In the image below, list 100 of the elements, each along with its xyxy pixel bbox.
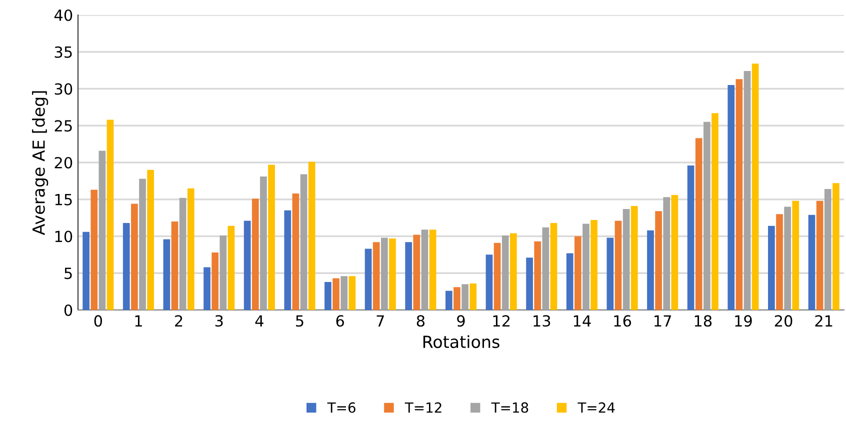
bar xyxy=(131,204,138,310)
bar xyxy=(82,232,90,310)
bar xyxy=(534,241,542,310)
y-tick-label: 5 xyxy=(64,268,72,280)
bar xyxy=(364,248,372,310)
bar xyxy=(340,276,348,310)
y-tick-label: 15 xyxy=(55,194,72,206)
y-tick-label: 25 xyxy=(54,120,72,132)
bar xyxy=(687,165,694,310)
bar xyxy=(736,79,743,310)
bar xyxy=(90,190,98,310)
bar xyxy=(445,290,452,310)
bar xyxy=(284,210,292,310)
bar xyxy=(542,227,550,310)
bar xyxy=(204,267,210,310)
bar xyxy=(502,236,509,310)
bar xyxy=(832,183,840,310)
bar xyxy=(212,252,218,310)
bar xyxy=(300,174,308,310)
bar xyxy=(784,206,791,310)
bar xyxy=(752,64,759,310)
bar xyxy=(260,176,267,310)
bar xyxy=(695,138,702,310)
legend-label: T=12 xyxy=(404,402,442,413)
bar xyxy=(389,238,396,310)
bar xyxy=(582,224,590,310)
x-tick-label: 6 xyxy=(336,315,344,327)
bar xyxy=(380,238,388,310)
bar xyxy=(494,242,501,310)
y-tick-label: 35 xyxy=(54,46,72,58)
bar xyxy=(630,206,638,310)
legend-label: T=18 xyxy=(491,402,528,413)
bar xyxy=(671,194,678,310)
bar xyxy=(808,214,816,310)
x-tick-label: 18 xyxy=(694,315,712,327)
bar xyxy=(268,164,275,310)
bar xyxy=(606,238,614,310)
x-tick-label: 0 xyxy=(94,315,102,327)
bar xyxy=(171,222,178,310)
bar xyxy=(308,162,316,310)
bar xyxy=(824,189,832,310)
bar xyxy=(421,230,428,310)
bar xyxy=(220,236,227,310)
bar xyxy=(566,253,574,310)
x-tick-label: 21 xyxy=(815,315,832,326)
bar xyxy=(106,120,114,310)
x-axis-title: Rotations xyxy=(423,335,500,348)
y-tick-label: 0 xyxy=(64,304,72,316)
bar xyxy=(550,222,558,310)
legend-label: T=6 xyxy=(327,402,356,413)
bar xyxy=(655,211,662,310)
bar xyxy=(252,198,259,310)
bar xyxy=(768,226,775,310)
bar xyxy=(372,242,380,310)
bar xyxy=(712,113,718,310)
bar xyxy=(147,170,154,310)
bar xyxy=(122,222,130,310)
x-tick-label: 8 xyxy=(416,315,424,327)
bar xyxy=(470,283,477,310)
y-tick-label: 20 xyxy=(54,156,72,169)
x-tick-label: 13 xyxy=(534,315,550,327)
bar xyxy=(187,188,194,310)
bar xyxy=(647,230,654,310)
bar xyxy=(244,220,251,310)
bar xyxy=(332,278,340,310)
x-tick-label: 5 xyxy=(296,315,304,327)
bar xyxy=(413,234,420,310)
bar xyxy=(704,122,710,310)
x-tick-label: 19 xyxy=(735,315,752,327)
bar xyxy=(792,200,800,310)
y-axis-title: Average AE [deg] xyxy=(32,91,48,236)
bar xyxy=(574,236,582,310)
x-tick-label: 2 xyxy=(175,315,182,326)
bar xyxy=(139,178,146,310)
bar xyxy=(228,226,235,310)
y-tick-label: 30 xyxy=(54,83,72,95)
bar xyxy=(816,200,824,310)
bar xyxy=(405,242,412,310)
bar xyxy=(179,198,186,310)
bar xyxy=(663,197,670,310)
x-tick-label: 7 xyxy=(376,315,384,326)
x-tick-label: 14 xyxy=(574,315,591,326)
bar xyxy=(744,71,751,310)
bar xyxy=(776,214,783,310)
y-tick-label: 10 xyxy=(55,230,72,242)
bar xyxy=(728,85,735,310)
bar xyxy=(590,220,598,310)
x-tick-label: 3 xyxy=(215,315,223,327)
bar xyxy=(98,150,106,310)
bar xyxy=(292,193,300,310)
bar xyxy=(462,284,468,310)
legend-label: T=24 xyxy=(578,402,615,413)
x-tick-label: 20 xyxy=(774,315,792,327)
x-tick-label: 16 xyxy=(614,315,632,327)
x-tick-label: 4 xyxy=(255,315,264,326)
x-tick-label: 12 xyxy=(493,315,510,326)
bar xyxy=(622,208,630,310)
bar xyxy=(486,254,493,310)
bar xyxy=(163,239,170,310)
x-tick-label: 1 xyxy=(135,315,142,326)
